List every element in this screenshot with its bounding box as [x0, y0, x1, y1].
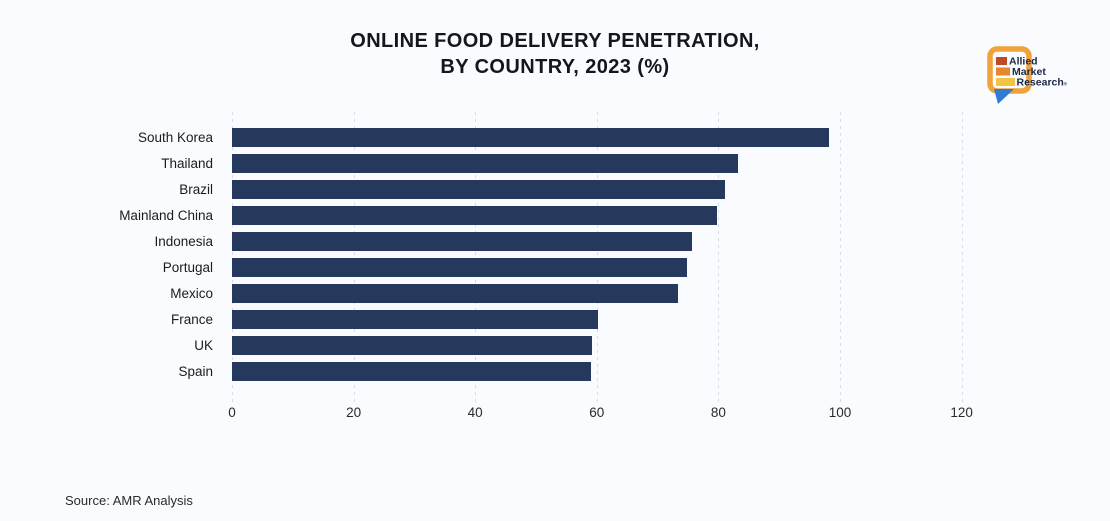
chart-title-line2: BY COUNTRY, 2023 (%)	[440, 56, 670, 78]
chart-row: Mainland China	[0, 202, 992, 228]
chart-title-line1: ONLINE FOOD DELIVERY PENETRATION,	[350, 30, 760, 52]
bar-track	[232, 361, 992, 381]
bar-track	[232, 127, 992, 147]
chart-row: South Korea	[0, 124, 992, 150]
bar	[232, 283, 678, 303]
chart-row: Thailand	[0, 150, 992, 176]
bar-track	[232, 309, 992, 329]
chart-rows: South Korea Thailand Brazil Mainland China I…	[0, 124, 992, 384]
category-label: Brazil	[179, 181, 213, 197]
logo-text-research: Research®	[1017, 77, 1068, 89]
chart-row: Brazil	[0, 176, 992, 202]
amr-logo-icon: Allied Market Research®	[987, 46, 1068, 104]
plot-area: South Korea Thailand Brazil Mainland China I…	[0, 112, 992, 404]
x-tick-label: 0	[228, 405, 236, 420]
bar-track	[232, 335, 992, 355]
x-axis: 0 20 40 60 80 100 120	[228, 384, 992, 428]
x-tick-label: 20	[346, 405, 362, 420]
bar-chart: South Korea Thailand Brazil Mainland China I…	[0, 112, 992, 428]
category-label: Thailand	[161, 155, 213, 171]
bar	[232, 309, 599, 329]
bar-track	[232, 179, 992, 199]
category-label: Indonesia	[154, 233, 213, 249]
bar	[232, 257, 687, 277]
x-tick-label: 40	[467, 405, 483, 420]
chart-row: Indonesia	[0, 228, 992, 254]
x-tick-label: 100	[828, 405, 852, 420]
category-label: France	[170, 311, 213, 327]
logo-bar-2	[996, 67, 1010, 76]
chart-row: UK	[0, 332, 992, 358]
bar	[232, 231, 693, 251]
x-tick-label: 80	[710, 405, 726, 420]
category-label: Spain	[178, 363, 213, 379]
bar	[232, 335, 592, 355]
chart-row: France	[0, 306, 992, 332]
chart-title: ONLINE FOOD DELIVERY PENETRATION, BY COU…	[0, 28, 1110, 80]
chart-row: Spain	[0, 358, 992, 384]
registered-trademark-icon: ®	[1064, 81, 1068, 87]
logo-speech-tail	[994, 89, 1014, 104]
bar-track	[232, 205, 992, 225]
chart-row: Mexico	[0, 280, 992, 306]
x-tick-label: 120	[950, 405, 973, 420]
chart-row: Portugal	[0, 254, 992, 280]
bar	[232, 179, 726, 199]
bar-track	[232, 231, 992, 251]
bar	[232, 127, 830, 147]
logo-bar-1	[996, 57, 1007, 65]
bar	[232, 361, 591, 381]
logo-text-allied: Allied	[1009, 56, 1038, 68]
bar	[232, 205, 718, 225]
category-label: UK	[194, 337, 213, 353]
source-note: Source: AMR Analysis	[65, 493, 193, 508]
x-tick-label: 60	[589, 405, 605, 420]
allied-market-research-logo: Allied Market Research®	[986, 46, 1078, 106]
category-label: Portugal	[162, 259, 213, 275]
bar-track	[232, 153, 992, 173]
logo-text-market: Market	[1012, 66, 1046, 78]
bar-track	[232, 283, 992, 303]
category-label: Mexico	[170, 285, 213, 301]
logo-text-research-word: Research	[1017, 77, 1064, 89]
bar-track	[232, 257, 992, 277]
logo-bar-3	[996, 78, 1015, 86]
category-label: Mainland China	[119, 207, 213, 223]
bar	[232, 153, 738, 173]
category-label: South Korea	[137, 129, 213, 145]
